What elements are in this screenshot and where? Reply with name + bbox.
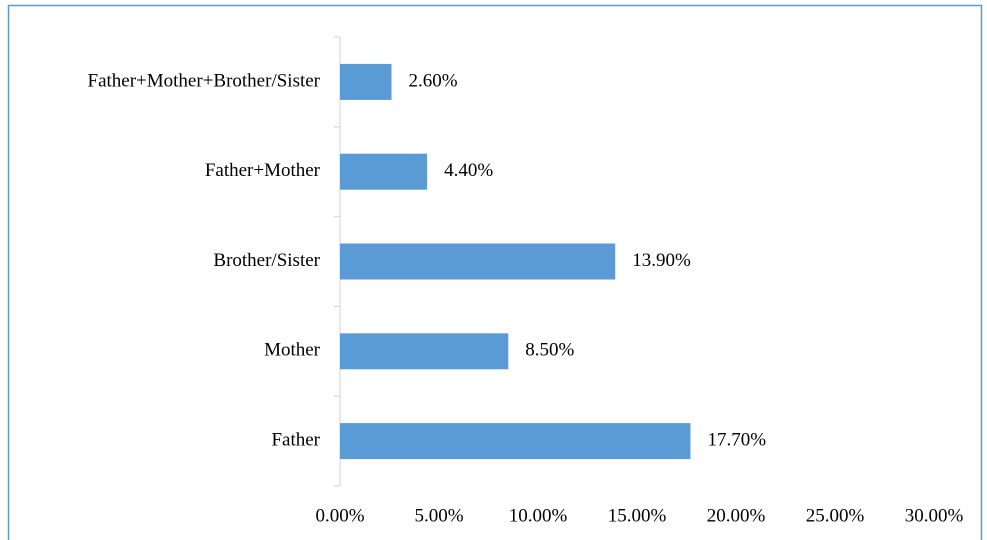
y-tick-label: Father+Mother+Brother/Sister bbox=[88, 70, 321, 91]
bar bbox=[340, 153, 428, 190]
y-tick-label: Brother/Sister bbox=[213, 250, 320, 271]
bar bbox=[340, 333, 509, 370]
x-tick-label: 10.00% bbox=[509, 505, 568, 526]
bar bbox=[340, 63, 392, 100]
x-tick-label: 30.00% bbox=[905, 505, 964, 526]
value-label: 13.90% bbox=[632, 250, 691, 271]
x-tick-label: 5.00% bbox=[414, 505, 463, 526]
value-label: 4.40% bbox=[444, 160, 493, 181]
value-label: 17.70% bbox=[707, 429, 766, 450]
frame bbox=[7, 4, 983, 540]
y-tick-label: Father+Mother bbox=[205, 160, 321, 181]
x-tick-label: 15.00% bbox=[608, 505, 667, 526]
bar bbox=[340, 243, 616, 280]
x-tick-label: 25.00% bbox=[806, 505, 865, 526]
x-tick-label: 0.00% bbox=[315, 505, 364, 526]
value-label: 2.60% bbox=[408, 70, 457, 91]
x-tick-label: 20.00% bbox=[707, 505, 766, 526]
bar bbox=[340, 423, 691, 460]
y-tick-label: Father bbox=[271, 429, 320, 450]
value-label: 8.50% bbox=[525, 340, 574, 361]
y-tick-label: Mother bbox=[264, 340, 321, 361]
